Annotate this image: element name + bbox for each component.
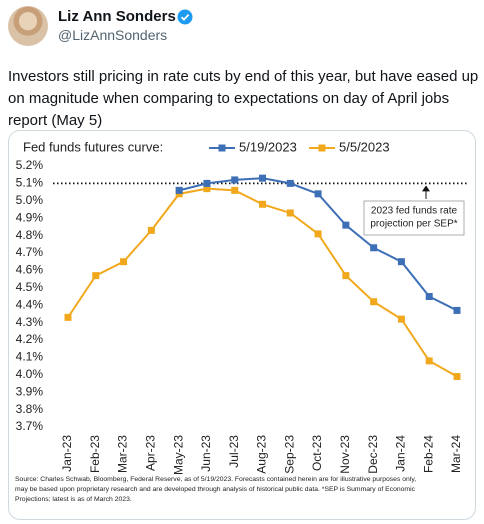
annotation-text: 2023 fed funds rate [371,206,458,217]
data-point [314,230,322,238]
x-tick-label: Aug-23 [255,435,269,474]
tweet-line: report (May 5) [8,112,103,129]
legend-label: 5/5/2023 [339,139,390,154]
x-tick-label: Sep-23 [282,435,296,474]
y-tick-label: 4.9% [16,210,44,224]
data-point [342,272,350,280]
tweet-line: on magnitude when comparing to expectati… [8,90,450,107]
data-point [203,179,211,187]
data-point [370,244,378,252]
y-tick-label: 4.7% [16,245,44,259]
data-point [203,185,211,193]
y-tick-label: 3.9% [16,384,44,398]
chart: Fed funds futures curve: 3.7% 3.8% 3.9% 4.0… [15,139,467,503]
data-point [286,209,294,217]
x-tick-label: Dec-23 [366,435,380,474]
x-tick-label: Oct-23 [310,435,324,471]
y-tick-label: 3.8% [16,402,44,416]
data-point [231,176,239,184]
x-tick-label: Jan-23 [60,435,74,472]
avatar[interactable] [8,6,48,46]
tweet-text: Investors still pricing in rate cuts by … [8,66,478,132]
author-name[interactable]: Liz Ann Sonders [58,8,176,25]
y-tick-label: 4.4% [16,297,44,311]
data-point [397,258,405,266]
data-point [231,186,239,194]
source-note: may be based upon proprietary research a… [15,486,416,493]
legend-label: 5/19/2023 [239,139,297,154]
x-tick-label: Jan-24 [394,435,408,472]
y-tick-label: 5.2% [16,158,44,172]
y-tick-label: 4.2% [16,332,44,346]
y-tick-label: 4.1% [16,350,44,364]
data-point [120,258,128,266]
x-tick-label: Feb-23 [88,435,102,473]
data-point [453,373,461,381]
y-tick-label: 4.5% [16,280,44,294]
x-tick-label: May-23 [171,435,185,475]
x-tick-label: Nov-23 [338,435,352,474]
data-point [453,306,461,314]
annotation-box [363,200,465,236]
y-tick-label: 4.3% [16,315,44,329]
source-note: Source: Charles Schwab, Bloomberg, Feder… [15,476,416,483]
x-tick-label: Jul-23 [227,435,241,468]
data-point [259,200,266,208]
data-point [175,186,183,194]
y-tick-label: 5.1% [16,176,44,190]
data-point [147,226,155,234]
tweet-line: Investors still pricing in rate cuts by … [8,68,479,85]
verified-badge [177,9,193,25]
annotation-arrowhead [422,185,430,192]
data-point [370,298,378,306]
data-point [342,221,350,229]
x-tick-label: Feb-24 [421,435,435,473]
legend-marker [218,144,226,152]
x-tick-label: Mar-24 [449,435,463,473]
author-handle[interactable]: @LizAnnSonders [58,27,168,43]
chart-card[interactable]: Fed funds futures curve: 3.7% 3.8% 3.9% 4.0… [8,130,476,520]
y-tick-label: 5.0% [16,193,44,207]
y-tick-label: 3.7% [16,419,44,433]
data-point [397,315,405,323]
data-point [425,293,433,300]
x-tick-label: Apr-23 [144,435,158,471]
x-tick-label: Mar-23 [116,435,130,473]
data-point [425,357,433,365]
y-tick-label: 4.8% [16,228,44,242]
data-point [92,272,100,280]
x-tick-label: Jun-23 [199,435,213,472]
data-point [286,179,294,187]
annotation-text: projection per SEP* [370,219,457,230]
legend-marker [318,144,326,152]
data-point [314,190,322,198]
y-tick-label: 4.0% [16,367,44,381]
source-note: Projections; latest is as of March 2023. [15,496,132,503]
data-point [259,174,266,182]
data-point [64,313,72,321]
y-tick-label: 4.6% [16,263,44,277]
series-line [178,177,458,312]
chart-title: Fed funds futures curve: [23,139,163,154]
